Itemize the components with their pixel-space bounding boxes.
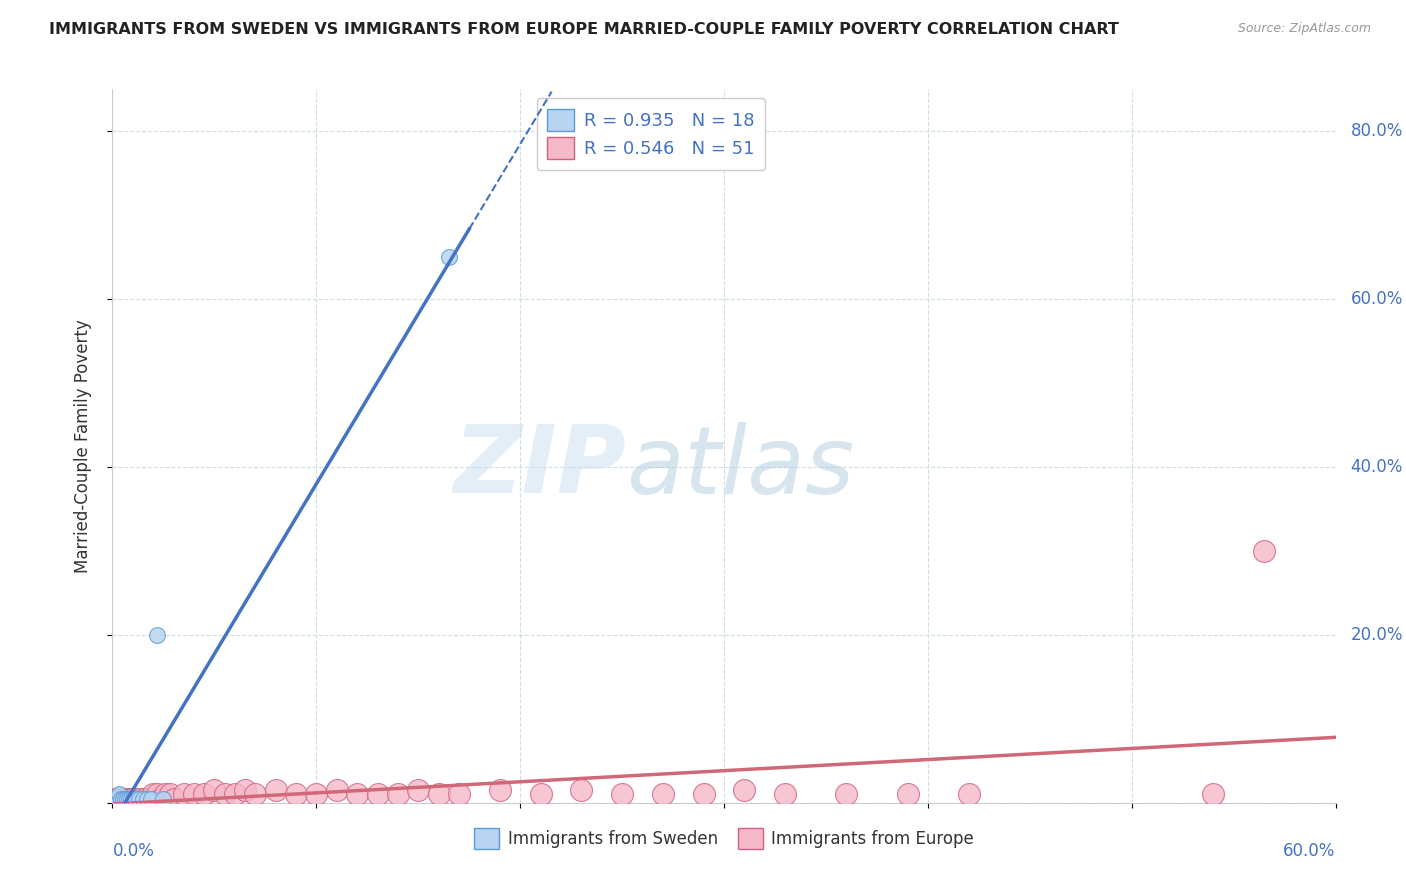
Point — [124, 791, 146, 805]
Point — [571, 783, 593, 797]
Point — [204, 783, 226, 797]
Legend: Immigrants from Sweden, Immigrants from Europe: Immigrants from Sweden, Immigrants from … — [464, 818, 984, 859]
Point — [346, 788, 368, 802]
Point — [115, 791, 138, 805]
Point — [835, 788, 858, 802]
Point — [173, 788, 195, 802]
Point — [489, 783, 512, 797]
Point — [1202, 788, 1225, 802]
Point — [107, 791, 129, 805]
Point — [610, 788, 633, 802]
Point — [125, 791, 148, 805]
Y-axis label: Married-Couple Family Poverty: Married-Couple Family Poverty — [73, 319, 91, 573]
Point — [146, 628, 169, 642]
Point — [107, 788, 129, 802]
Point — [387, 788, 409, 802]
Point — [103, 791, 125, 805]
Point — [136, 791, 159, 805]
Point — [118, 791, 141, 805]
Point — [122, 791, 145, 805]
Point — [142, 788, 165, 802]
Point — [111, 791, 134, 805]
Text: 80.0%: 80.0% — [1350, 122, 1403, 140]
Point — [129, 791, 152, 805]
Text: 40.0%: 40.0% — [1350, 458, 1403, 476]
Point — [163, 791, 186, 805]
Point — [284, 788, 308, 802]
Point — [128, 791, 150, 805]
Point — [264, 783, 287, 797]
Point — [110, 791, 132, 805]
Point — [693, 788, 716, 802]
Point — [366, 788, 388, 802]
Point — [152, 791, 174, 805]
Text: 20.0%: 20.0% — [1350, 626, 1403, 644]
Point — [897, 788, 920, 802]
Point — [105, 791, 128, 805]
Point — [110, 791, 132, 805]
Point — [447, 788, 470, 802]
Text: 0.0%: 0.0% — [112, 842, 155, 860]
Point — [214, 788, 236, 802]
Point — [305, 788, 328, 802]
Point — [141, 791, 163, 805]
Point — [1253, 544, 1275, 558]
Point — [118, 791, 141, 805]
Point — [957, 788, 980, 802]
Point — [150, 791, 173, 805]
Point — [652, 788, 675, 802]
Text: IMMIGRANTS FROM SWEDEN VS IMMIGRANTS FROM EUROPE MARRIED-COUPLE FAMILY POVERTY C: IMMIGRANTS FROM SWEDEN VS IMMIGRANTS FRO… — [49, 22, 1119, 37]
Point — [120, 791, 142, 805]
Point — [103, 791, 125, 805]
Point — [437, 250, 460, 264]
Point — [183, 788, 205, 802]
Point — [155, 788, 177, 802]
Point — [122, 791, 145, 805]
Point — [114, 791, 136, 805]
Point — [138, 791, 160, 805]
Point — [111, 791, 134, 805]
Text: atlas: atlas — [626, 422, 855, 513]
Point — [146, 788, 169, 802]
Text: Source: ZipAtlas.com: Source: ZipAtlas.com — [1237, 22, 1371, 36]
Point — [134, 791, 156, 805]
Point — [224, 788, 246, 802]
Point — [193, 788, 215, 802]
Point — [245, 788, 267, 802]
Point — [114, 791, 136, 805]
Point — [775, 788, 797, 802]
Point — [115, 791, 138, 805]
Text: 60.0%: 60.0% — [1350, 290, 1403, 308]
Point — [734, 783, 756, 797]
Point — [120, 791, 142, 805]
Point — [427, 788, 450, 802]
Text: 60.0%: 60.0% — [1284, 842, 1336, 860]
Point — [326, 783, 349, 797]
Point — [105, 791, 128, 805]
Point — [408, 783, 430, 797]
Text: ZIP: ZIP — [453, 421, 626, 514]
Point — [159, 788, 181, 802]
Point — [529, 788, 551, 802]
Point — [132, 791, 155, 805]
Point — [233, 783, 256, 797]
